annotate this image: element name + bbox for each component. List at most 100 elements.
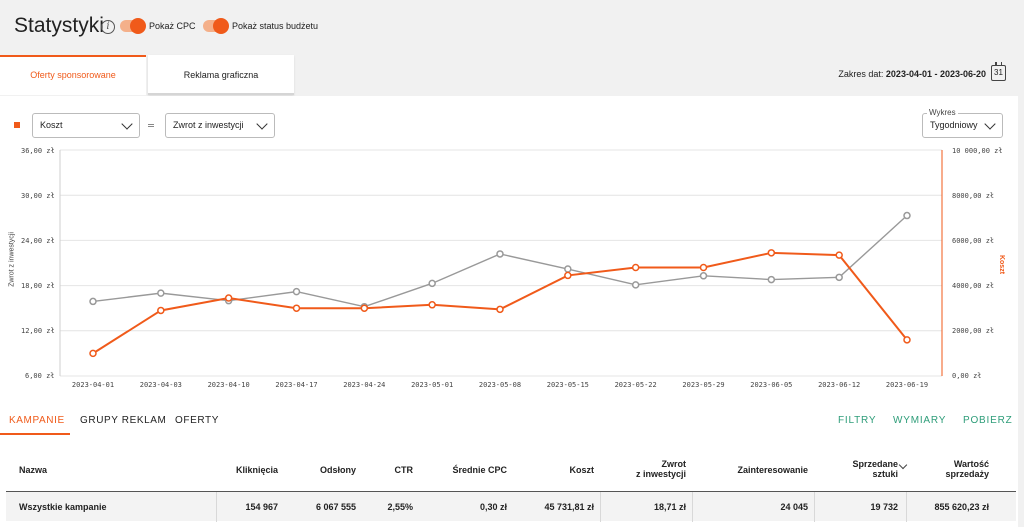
- roi-data-point[interactable]: [767, 275, 776, 284]
- roi-series-line: [92, 215, 908, 308]
- filters-button[interactable]: FILTRY: [838, 415, 877, 426]
- roi-data-point[interactable]: [631, 281, 640, 289]
- toggle-knob: [213, 18, 229, 34]
- x-tick-label: 2023-06-05: [750, 381, 792, 389]
- x-tick-label: 2023-04-01: [72, 381, 114, 389]
- x-tick-label: 2023-05-22: [615, 381, 657, 389]
- x-tick-label: 2023-04-03: [140, 381, 182, 389]
- active-tab-indicator: [0, 433, 70, 435]
- left-tick: 24,00 zł: [21, 237, 55, 245]
- cell-cost: 45 731,81 zł: [544, 502, 594, 512]
- column-divider: [906, 492, 907, 522]
- cell-ctr: 2,55%: [387, 502, 413, 512]
- col-interest[interactable]: Zainteresowanie: [737, 465, 808, 475]
- chart-period-select[interactable]: Tygodniowy: [922, 113, 1003, 138]
- roi-data-point[interactable]: [496, 250, 504, 258]
- left-tick: 12,00 zł: [21, 327, 55, 335]
- cell-clicks: 154 967: [245, 502, 278, 512]
- tab-sponsored-offers[interactable]: Oferty sponsorowane: [0, 55, 146, 95]
- left-tick: 18,00 zł: [21, 282, 55, 290]
- col-sold[interactable]: Sprzedane sztuki: [826, 459, 898, 479]
- x-tick-label: 2023-04-17: [275, 381, 317, 389]
- col-roi-line2: z inwestycji: [635, 469, 686, 479]
- column-divider: [692, 492, 693, 522]
- table-row[interactable]: Wszystkie kampanie 154 967 6 067 555 2,5…: [6, 491, 1016, 522]
- tab-offers[interactable]: OFERTY: [175, 415, 219, 426]
- x-tick-label: 2023-05-01: [411, 381, 453, 389]
- cost-data-point[interactable]: [89, 349, 97, 358]
- roi-data-point[interactable]: [292, 287, 301, 296]
- col-value-line2: sprzedaży: [945, 469, 989, 479]
- cost-data-point[interactable]: [564, 271, 572, 280]
- right-metric-value: Zwrot z inwestycji: [173, 120, 244, 130]
- col-clicks[interactable]: Kliknięcia: [235, 465, 278, 475]
- cost-data-point[interactable]: [360, 304, 369, 312]
- chart-panel: Koszt Zwrot z inwestycji Tygodniowy Wykr…: [0, 96, 1018, 399]
- right-tick: 8000,00 zł: [952, 192, 995, 200]
- date-range[interactable]: Zakres dat: 2023-04-01 - 2023-06-20: [838, 69, 986, 79]
- cost-data-point[interactable]: [835, 251, 843, 259]
- tab-campaigns[interactable]: KAMPANIE: [9, 415, 65, 426]
- cost-data-point[interactable]: [157, 306, 165, 315]
- cost-data-point[interactable]: [631, 263, 640, 272]
- info-icon[interactable]: i: [101, 20, 115, 34]
- chart-period-label: Wykres: [927, 108, 958, 117]
- chart-period-value: Tygodniowy: [930, 120, 978, 130]
- right-tick: 2000,00 zł: [952, 327, 995, 335]
- table-header: Nazwa Kliknięcia Odsłony CTR Średnie CPC…: [6, 451, 1016, 491]
- col-cost[interactable]: Koszt: [569, 465, 595, 475]
- roi-data-point[interactable]: [157, 289, 165, 297]
- cell-roi: 18,71 zł: [653, 502, 686, 512]
- x-tick-label: 2023-06-19: [886, 381, 928, 389]
- col-roi-line1: Zwrot: [661, 459, 687, 469]
- col-name[interactable]: Nazwa: [19, 465, 48, 475]
- toggle-cpc-label: Pokaż CPC: [149, 21, 196, 31]
- right-metric-select[interactable]: Zwrot z inwestycji: [165, 113, 275, 138]
- roi-data-point[interactable]: [89, 297, 97, 306]
- cost-data-point[interactable]: [428, 301, 436, 309]
- download-button[interactable]: POBIERZ: [963, 415, 1013, 426]
- cost-data-point[interactable]: [496, 305, 504, 314]
- cell-name: Wszystkie kampanie: [19, 502, 107, 512]
- calendar-icon[interactable]: 31: [991, 62, 1006, 81]
- roi-data-point[interactable]: [564, 265, 572, 273]
- x-tick-label: 2023-05-29: [682, 381, 724, 389]
- col-value-line1: Wartość: [953, 459, 989, 469]
- cell-sold: 19 732: [870, 502, 898, 512]
- x-tick-label: 2023-05-15: [547, 381, 589, 389]
- line-chart: 2023-04-01 2023-04-03 2023-04-10 2023-04-17…: [59, 149, 943, 389]
- roi-data-point[interactable]: [903, 211, 911, 220]
- cost-data-point[interactable]: [224, 294, 233, 302]
- right-tick: 4000,00 zł: [952, 282, 995, 290]
- cell-sales-value: 855 620,23 zł: [934, 502, 989, 512]
- left-tick: 6,00 zł: [25, 372, 55, 380]
- toggle-budget-status[interactable]: [203, 18, 229, 34]
- cost-data-point[interactable]: [767, 249, 776, 257]
- left-metric-select[interactable]: Koszt: [32, 113, 140, 138]
- roi-data-point[interactable]: [428, 279, 436, 288]
- cost-legend-marker: [14, 122, 20, 128]
- toggle-cpc[interactable]: [120, 18, 146, 34]
- tab-display-ads[interactable]: Reklama graficzna: [148, 55, 294, 95]
- cost-data-point[interactable]: [292, 304, 301, 312]
- col-views[interactable]: Odsłony: [319, 465, 356, 475]
- date-range-value: 2023-04-01 - 2023-06-20: [885, 69, 986, 79]
- col-sales-value[interactable]: Wartość sprzedaży: [906, 459, 989, 479]
- dimensions-button[interactable]: WYMIARY: [893, 415, 947, 426]
- right-tick: 6000,00 zł: [952, 237, 995, 245]
- col-sold-line2: sztuki: [872, 469, 898, 479]
- tab-bar: Oferty sponsorowane Reklama graficzna Za…: [0, 55, 1024, 96]
- cell-interest: 24 045: [780, 502, 808, 512]
- roi-data-point[interactable]: [835, 273, 843, 282]
- col-avg-cpc[interactable]: Średnie CPC: [452, 465, 507, 475]
- tab-ad-groups[interactable]: GRUPY REKLAM: [80, 415, 167, 426]
- cost-data-point[interactable]: [903, 336, 911, 344]
- column-divider: [814, 492, 815, 522]
- page-title: Statystyki: [14, 14, 104, 37]
- col-sold-line1: Sprzedane: [852, 459, 898, 469]
- cost-data-point[interactable]: [699, 263, 708, 272]
- roi-data-point[interactable]: [699, 272, 708, 280]
- x-tick-label: 2023-05-08: [479, 381, 521, 389]
- col-roi[interactable]: Zwrot z inwestycji: [606, 459, 686, 479]
- col-ctr[interactable]: CTR: [394, 465, 414, 475]
